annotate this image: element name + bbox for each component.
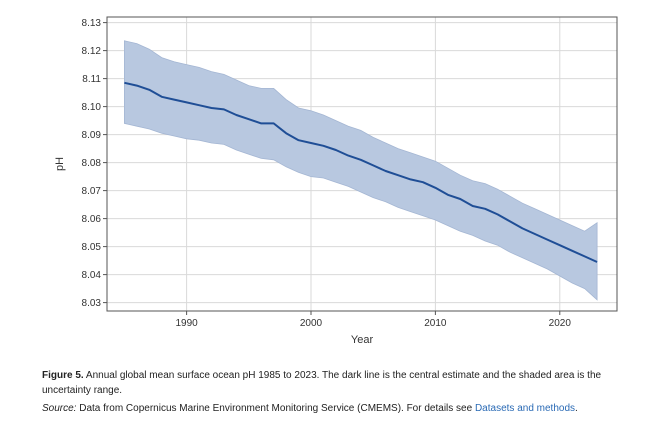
y-tick-label: 8.03 <box>82 298 102 309</box>
x-tick-label: 2010 <box>424 318 447 329</box>
figure-label: Figure 5. <box>42 370 84 381</box>
chart: 1990 2000 2010 2020 8.038.048.058.068.078.0… <box>54 16 618 346</box>
y-tick-label: 8.10 <box>82 102 102 113</box>
x-tick-label: 2020 <box>549 318 572 329</box>
source-end: . <box>575 403 578 414</box>
uncertainty-band <box>124 40 598 301</box>
y-axis-title: pH <box>54 157 66 171</box>
y-tick-label: 8.07 <box>82 186 102 197</box>
datasets-and-methods-link[interactable]: Datasets and methods <box>474 403 576 414</box>
source-text: Data from Copernicus Marine Environment … <box>76 403 475 414</box>
source-note: Source: Data from Copernicus Marine Envi… <box>42 401 642 416</box>
y-tick-label: 8.11 <box>82 74 101 85</box>
y-tick-label: 8.06 <box>82 214 102 225</box>
x-tick-label: 2000 <box>300 318 323 329</box>
y-axis-ticks: 8.03 8.04 8.05 8.06 8.07 8.08 8.09 8.10 8.11 8.12… <box>82 18 107 309</box>
y-tick-label: 8.09 <box>82 130 102 141</box>
figure-caption: Figure 5. Annual global mean surface oce… <box>42 368 632 398</box>
figure-caption-text: Annual global mean surface ocean pH 1985… <box>42 370 602 396</box>
source-label: Source: <box>42 403 77 414</box>
x-axis-ticks: 1990 2000 2010 2020 <box>175 311 571 329</box>
x-axis-title: Year <box>351 334 374 346</box>
y-tick-label: 8.13 <box>82 18 102 29</box>
y-tick-label: 8.05 <box>82 242 102 253</box>
x-tick-label: 1990 <box>175 318 198 329</box>
y-tick-label: 8.04 <box>82 270 102 281</box>
plot-frame <box>106 16 618 312</box>
y-tick-label: 8.12 <box>82 46 102 57</box>
y-tick-label: 8.08 <box>82 158 102 169</box>
central-estimate-line <box>124 81 598 263</box>
